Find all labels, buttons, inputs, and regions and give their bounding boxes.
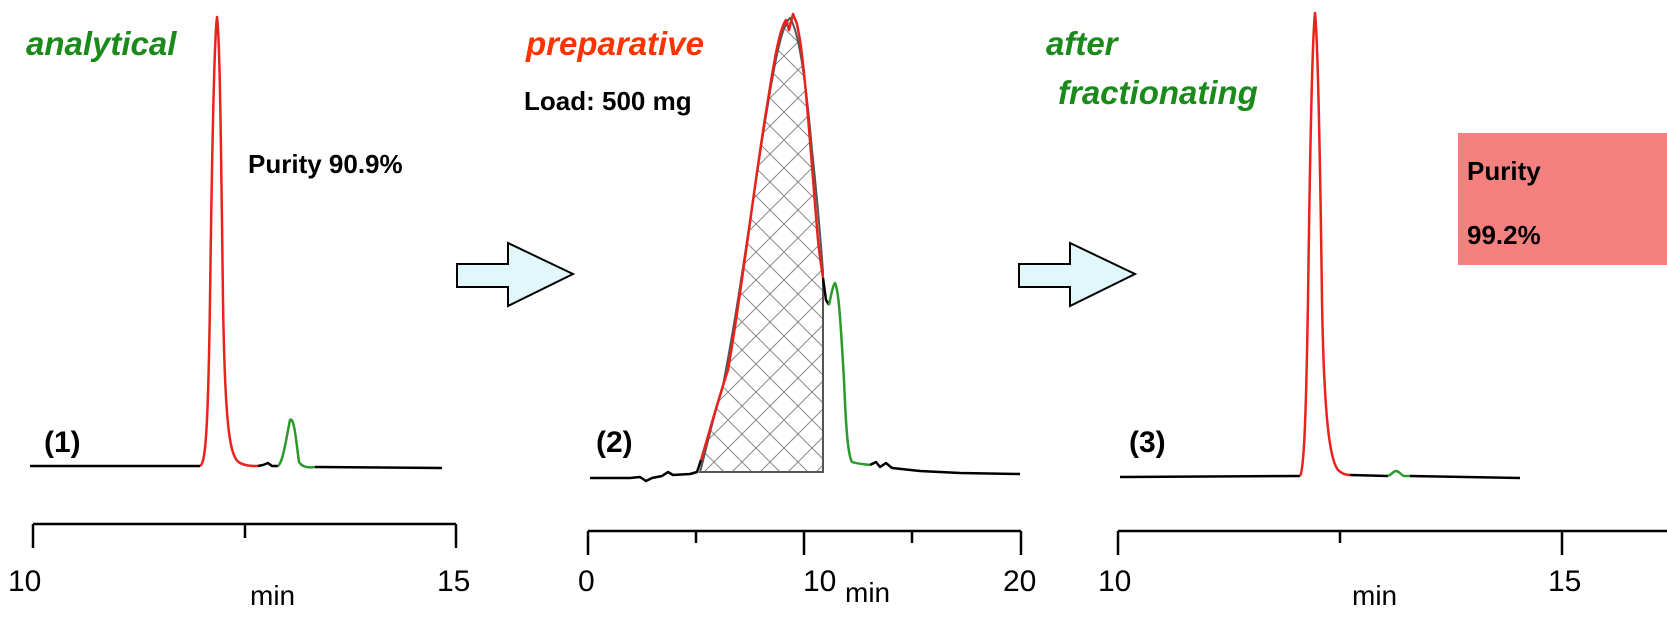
main-peak <box>199 15 259 468</box>
load-note: Load: 500 mg <box>524 86 692 116</box>
panel-3-title-line-1: after <box>1046 25 1120 62</box>
baseline-mid <box>1349 473 1389 478</box>
panel-analytical: analytical Purity 90.9% (1) 10 15 min <box>8 15 470 611</box>
axis-unit: min <box>845 577 890 608</box>
purity-badge-bg <box>1458 133 1667 265</box>
arrow-right-icon <box>456 241 576 308</box>
tick-label-mid: 10 <box>803 565 836 598</box>
time-axis-1 <box>31 522 458 548</box>
chromatogram-trace-2 <box>590 12 1021 483</box>
tick-label-max: 15 <box>437 565 470 598</box>
purity-badge-line-1: Purity <box>1467 156 1541 186</box>
impurity-peak <box>277 418 316 469</box>
panel-1-title: analytical <box>26 25 177 62</box>
purity-note: Purity 90.9% <box>248 149 403 179</box>
tick-label-min: 10 <box>8 565 41 598</box>
arrow-right-icon <box>1018 241 1138 308</box>
panel-label-3: (3) <box>1129 426 1166 459</box>
panel-label-1: (1) <box>44 426 81 459</box>
chromatogram-trace-3 <box>1119 11 1521 480</box>
panel-3-title-line-2: fractionating <box>1058 74 1258 111</box>
purity-badge-line-2: 99.2% <box>1467 220 1541 250</box>
baseline-left <box>590 459 703 483</box>
tick-label-max: 20 <box>1003 565 1036 598</box>
purity-badge: Purity 99.2% <box>1458 133 1667 265</box>
axis-unit: min <box>250 580 295 611</box>
baseline-mid <box>257 461 278 468</box>
baseline-left <box>1119 474 1301 479</box>
tick-label-min: 10 <box>1098 565 1131 598</box>
axis-unit: min <box>1352 580 1397 611</box>
time-axis-3 <box>1116 529 1667 555</box>
collected-peak <box>699 12 825 461</box>
main-peak <box>1298 11 1351 477</box>
panel-preparative: preparative Load: 500 mg (2) 0 10 20 min <box>524 12 1036 608</box>
tick-label-max: 15 <box>1548 565 1581 598</box>
tail-step <box>821 277 831 306</box>
tick-label-min: 0 <box>578 565 595 598</box>
baseline-right <box>314 465 443 470</box>
baseline-right <box>1409 474 1521 480</box>
chromatogram-trace-1 <box>30 15 443 470</box>
panel-2-title: preparative <box>525 25 704 62</box>
baseline-right <box>869 460 1021 476</box>
panel-label-2: (2) <box>596 426 633 459</box>
impurity-peak <box>1387 469 1410 478</box>
time-axis-2 <box>586 529 1023 555</box>
panel-after-fractionating: after fractionating Purity 99.2% (3) 10 … <box>1046 11 1667 611</box>
impurity-peak <box>827 281 871 467</box>
